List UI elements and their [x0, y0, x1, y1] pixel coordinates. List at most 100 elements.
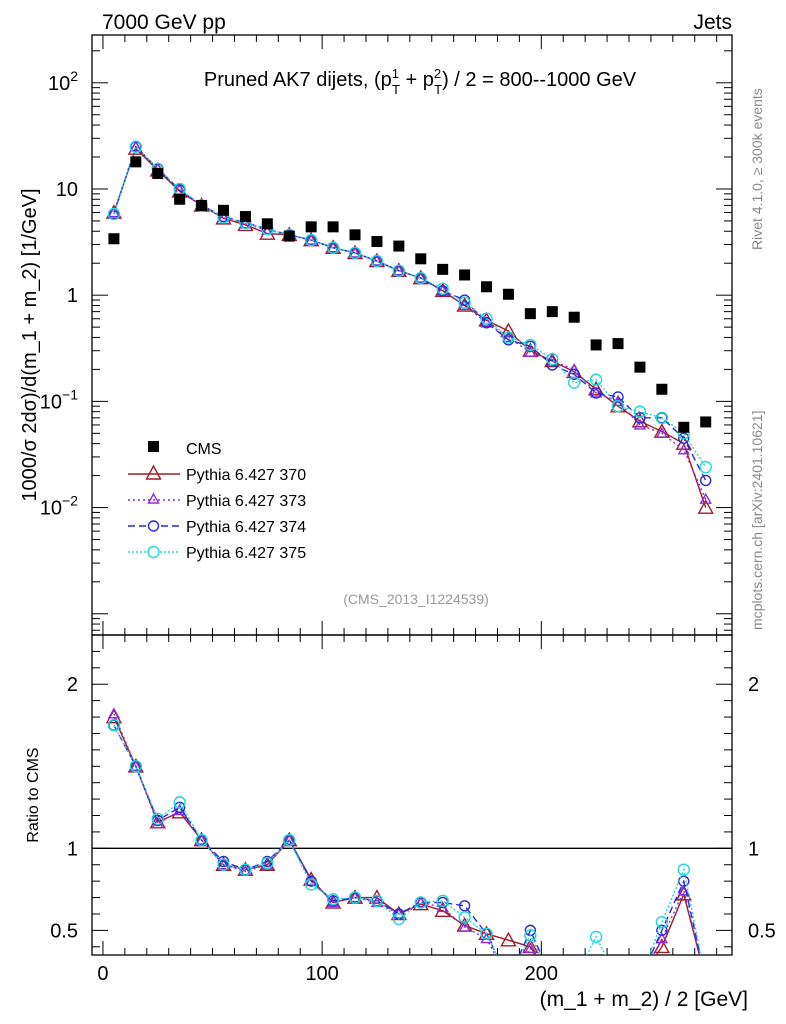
analysis-id: (CMS_2013_I1224539): [343, 591, 489, 607]
main-axes: 10−2 10−1 1 10 102: [40, 35, 732, 635]
data-point-cms: [437, 263, 449, 275]
data-point-373: [568, 362, 581, 375]
data-point-370: [697, 499, 714, 514]
ratio-point-374: [613, 975, 623, 985]
y-tick-label: 1: [67, 285, 78, 307]
ratio-point-370: [567, 973, 581, 986]
ratio-point-375: [677, 863, 690, 876]
ratio-point-370: [589, 973, 603, 986]
ratio-point-375: [414, 896, 427, 909]
ratio-point-370: [324, 894, 342, 909]
ratio-tick-label-right: 2: [748, 674, 759, 696]
ratio-y-axis-label: Ratio to CMS: [25, 747, 42, 842]
legend-entry-373: Pythia 6.427 373: [128, 492, 306, 510]
ratio-point-375: [195, 833, 208, 847]
legend-label-374: Pythia 6.427 374: [186, 519, 306, 536]
data-point-375: [348, 246, 362, 260]
ratio-point-373: [569, 975, 579, 984]
ratio-point-375: [129, 760, 143, 773]
data-point-cms: [700, 416, 712, 428]
ratio-point-373: [503, 975, 513, 984]
ratio-point-373: [701, 975, 711, 984]
data-point-373: [129, 140, 143, 152]
rivet-label: Rivet 4.1.0, ≥ 300k events: [749, 88, 765, 250]
data-point-375: [458, 296, 471, 309]
data-point-373: [107, 206, 121, 218]
data-point-374: [480, 317, 493, 329]
data-point-375: [633, 405, 647, 418]
data-point-375: [107, 207, 121, 221]
ratio-point-375: [151, 812, 164, 825]
data-point-374: [568, 368, 580, 380]
ratio-point-374: [503, 975, 513, 985]
data-point-375: [655, 411, 669, 425]
ratio-tick-label-right: 0.5: [748, 920, 776, 942]
legend-label-373: Pythia 6.427 373: [186, 493, 306, 510]
data-point-cms: [524, 308, 536, 320]
ratio-point-374: [591, 975, 601, 985]
ratio-line-373: [113, 713, 701, 955]
data-point-cms: [612, 338, 624, 350]
data-point-cms: [590, 339, 602, 351]
ratio-point-375: [700, 974, 711, 985]
ratio-point-373: [613, 975, 623, 984]
data-point-374: [612, 391, 624, 403]
data-point-cms: [174, 193, 186, 205]
ratio-point-374: [701, 975, 711, 985]
data-point-cms: [678, 421, 690, 433]
data-point-cms: [656, 383, 668, 395]
legend-entry-370: Pythia 6.427 370: [128, 464, 306, 484]
y-tick-label: 10: [56, 179, 78, 201]
legend-entry-cms: CMS: [148, 441, 222, 458]
data-point-375: [370, 254, 384, 268]
data-point-374: [699, 474, 712, 487]
data-point-375: [392, 264, 406, 277]
chart-title-suffix: ) / 2 = 800--1000 GeV: [442, 69, 637, 91]
data-point-cms: [327, 221, 339, 233]
ratio-point-375: [370, 894, 384, 908]
data-point-373: [502, 330, 515, 343]
ratio-point-370: [611, 973, 625, 986]
ratio-tick-label-left: 2: [67, 674, 78, 696]
data-point-cms: [634, 361, 646, 373]
ratio-point-374: [173, 801, 186, 814]
main-data-marks: [105, 140, 714, 514]
data-point-373: [524, 345, 537, 357]
data-point-cms: [261, 218, 273, 230]
ratio-point-375: [503, 974, 514, 985]
x-tick-label: 200: [525, 963, 558, 985]
header-left: 7000 GeV pp: [102, 11, 226, 34]
legend-marker-375: [147, 545, 160, 559]
data-point-375: [699, 460, 712, 474]
ratio-point-370: [500, 931, 517, 947]
data-point-370: [675, 435, 692, 450]
ratio-tick-label-left: 0.5: [50, 920, 78, 942]
legend-label-370: Pythia 6.427 370: [186, 467, 306, 484]
data-point-375: [546, 352, 559, 366]
ratio-point-373: [195, 833, 208, 845]
x-tick-label: 100: [305, 963, 338, 985]
ratio-tick-label-left: 1: [67, 838, 78, 860]
legend-marker-370: [145, 464, 162, 480]
y-tick-label: 10−1: [40, 386, 78, 413]
data-point-375: [480, 312, 493, 325]
ratio-point-375: [613, 974, 624, 985]
data-point-375: [611, 400, 625, 413]
legend-entry-375: Pythia 6.427 375: [128, 545, 306, 562]
ratio-point-375: [634, 974, 645, 985]
ratio-point-375: [173, 796, 186, 809]
header-right: Jets: [693, 11, 732, 34]
ratio-point-375: [569, 974, 580, 985]
ratio-point-375: [348, 891, 362, 904]
data-point-cms: [305, 221, 317, 233]
data-point-373: [589, 386, 603, 398]
data-point-cms: [130, 156, 142, 168]
data-point-375: [589, 373, 603, 386]
x-tick-label: 0: [97, 963, 108, 985]
ratio-point-374: [635, 975, 645, 985]
ratio-point-370: [653, 938, 671, 954]
data-point-375: [436, 282, 449, 295]
data-point-373: [480, 316, 493, 328]
ratio-point-375: [239, 863, 252, 876]
ratio-point-375: [589, 930, 603, 944]
